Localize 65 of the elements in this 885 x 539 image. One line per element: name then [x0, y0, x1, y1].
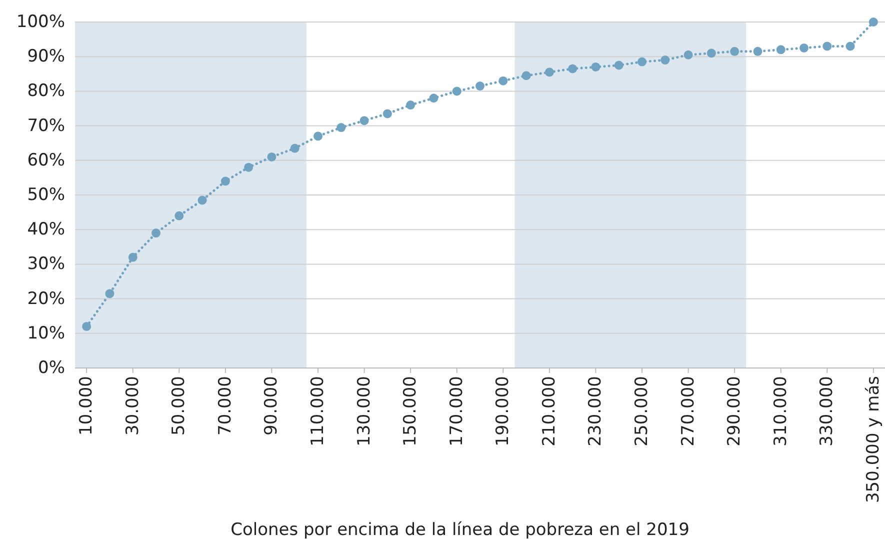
- point: [452, 86, 462, 96]
- x-tick-label: 170.000: [446, 376, 467, 446]
- point: [868, 18, 878, 26]
- x-tick-label: 10.000: [76, 376, 97, 436]
- x-tick-label: 230.000: [586, 376, 606, 446]
- point: [105, 289, 114, 298]
- point: [267, 152, 276, 162]
- point: [429, 94, 438, 103]
- point: [522, 71, 531, 80]
- y-tick-label: 40%: [27, 220, 65, 240]
- y-tick-label: 30%: [27, 254, 65, 274]
- point: [406, 100, 416, 110]
- point: [776, 45, 786, 54]
- y-tick-label: 80%: [27, 81, 65, 102]
- x-tick-label: 190.000: [493, 376, 514, 446]
- point: [660, 56, 670, 65]
- point: [198, 196, 207, 205]
- point: [82, 322, 92, 331]
- x-tick-label: 30.000: [122, 376, 143, 436]
- x-tick-label: 250.000: [632, 376, 652, 446]
- y-tick-label: 10%: [27, 323, 65, 344]
- x-tick-label: 290.000: [724, 376, 745, 446]
- y-tick-label: 50%: [27, 185, 65, 205]
- point: [498, 76, 508, 86]
- x-axis-title: Colones por encima de la línea de pobreza en el 2019: [230, 520, 690, 539]
- x-tick-label: 130.000: [354, 376, 374, 446]
- y-tick-label: 70%: [27, 116, 65, 136]
- x-tick-label: 210.000: [539, 376, 560, 446]
- x-tick-label: 90.000: [262, 376, 282, 436]
- x-tick-label: 350.000 y más: [863, 376, 884, 504]
- x-tick-label: 70.000: [215, 376, 236, 436]
- x-tick-label: 330.000: [817, 376, 838, 446]
- point: [753, 46, 762, 56]
- point: [544, 68, 554, 77]
- x-tick-label: 310.000: [770, 376, 791, 446]
- point: [476, 82, 484, 91]
- point: [360, 116, 369, 126]
- point: [244, 162, 254, 172]
- point: [314, 132, 322, 141]
- x-tick-label: 50.000: [169, 376, 190, 436]
- x-tick-label: 110.000: [308, 376, 328, 446]
- point: [152, 228, 160, 238]
- point: [800, 43, 808, 52]
- point: [706, 48, 716, 58]
- point: [290, 144, 300, 153]
- x-tick-label: 270.000: [678, 376, 698, 446]
- point: [382, 109, 392, 118]
- point: [730, 46, 740, 56]
- y-tick-label: 20%: [27, 288, 65, 309]
- y-tick-label: 100%: [16, 12, 65, 32]
- point: [638, 57, 646, 66]
- point: [846, 42, 855, 51]
- point: [174, 211, 184, 220]
- y-tick-label: 60%: [27, 150, 65, 170]
- point: [336, 123, 346, 132]
- y-tick-label: 90%: [27, 46, 65, 67]
- point: [128, 252, 138, 262]
- x-tick-label: 150.000: [400, 376, 421, 446]
- point: [591, 62, 600, 72]
- point: [684, 50, 693, 60]
- point: [568, 64, 578, 74]
- point: [822, 42, 832, 51]
- point: [614, 60, 624, 70]
- point: [220, 176, 230, 186]
- y-tick-label: 0%: [38, 358, 65, 378]
